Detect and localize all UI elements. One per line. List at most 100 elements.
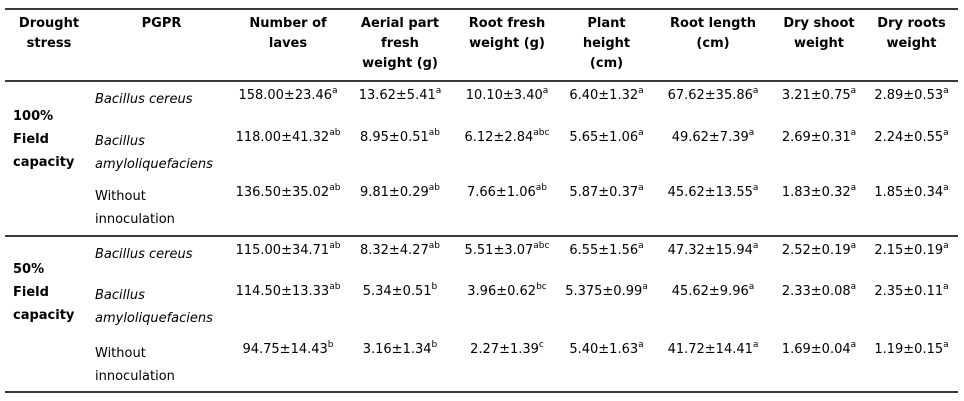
significance-letter: a — [850, 85, 857, 96]
table-cell: 9.81±0.29ab — [359, 182, 441, 200]
column-header-pgpr: PGPR — [141, 16, 182, 31]
column-header-drought-stress: Drought stress — [18, 16, 80, 51]
table-row: Bacillus amyloliquefaciens 118.00±41.32a… — [5, 124, 958, 179]
table-cell: 3.16±1.34b — [362, 339, 438, 357]
pgpr-name: Bacillus cereus — [95, 92, 193, 107]
table-cell: 1.85±0.34a — [874, 182, 949, 200]
significance-letter: a — [638, 182, 644, 193]
table-cell: 5.34±0.51b — [362, 281, 438, 299]
pgpr-name: Bacillus amyloliquefaciens — [95, 134, 213, 172]
table-cell: 6.12±2.84abc — [464, 127, 550, 145]
significance-letter: a — [542, 85, 549, 96]
significance-letter: ab — [329, 281, 341, 292]
significance-letter: a — [332, 85, 338, 96]
significance-letter: a — [943, 339, 949, 350]
column-header-dry-roots-weight: Dry roots weight — [877, 16, 946, 51]
significance-letter: ab — [428, 240, 441, 251]
significance-letter: a — [638, 339, 644, 350]
table-cell: 5.87±0.37a — [569, 182, 644, 200]
significance-letter: a — [943, 281, 949, 292]
significance-letter: b — [327, 339, 334, 350]
table-cell: 7.66±1.06ab — [466, 182, 548, 200]
significance-letter: a — [638, 85, 644, 96]
significance-letter: ab — [428, 182, 441, 193]
significance-letter: a — [943, 240, 949, 251]
table-cell: 8.32±4.27ab — [359, 240, 441, 258]
header-row: Drought stress PGPR Number of laves Aeri… — [5, 9, 958, 81]
table-cell: 2.15±0.19a — [874, 240, 949, 258]
column-header-root-fresh-weight: Root fresh weight (g) — [468, 16, 546, 51]
table-cell: 13.62±5.41a — [358, 85, 442, 103]
table-cell: 1.83±0.32a — [781, 182, 857, 200]
column-header-plant-height: Plant height (cm) — [582, 16, 631, 71]
table-row: 50% Field capacity Bacillus cereus 115.0… — [5, 236, 958, 323]
significance-letter: a — [748, 281, 755, 292]
table-row: Without innoculation 136.50±35.02ab 9.81… — [5, 179, 958, 236]
table-cell: 2.69±0.31a — [781, 127, 857, 145]
column-header-root-length: Root length (cm) — [670, 16, 756, 51]
significance-letter: ab — [535, 182, 548, 193]
table-header: Drought stress PGPR Number of laves Aeri… — [5, 9, 958, 81]
drought-stress-group-label: 100% Field capacity — [13, 109, 75, 170]
significance-letter: a — [752, 240, 759, 251]
table-cell: 115.00±34.71ab — [235, 240, 341, 258]
significance-letter: abc — [533, 240, 550, 251]
significance-letter: ab — [329, 127, 341, 138]
significance-letter: ab — [428, 127, 441, 138]
table-cell: 45.62±9.96a — [671, 281, 755, 299]
table-cell: 5.40±1.63a — [569, 339, 644, 357]
significance-letter: b — [431, 339, 438, 350]
table-cell: 3.21±0.75a — [781, 85, 857, 103]
significance-letter: a — [850, 240, 857, 251]
pgpr-name: Bacillus amyloliquefaciens — [95, 288, 213, 326]
table-cell: 118.00±41.32ab — [235, 127, 341, 145]
significance-letter: a — [752, 182, 759, 193]
column-header-number-of-laves: Number of laves — [249, 16, 327, 51]
table-cell: 5.51±3.07abc — [464, 240, 550, 258]
table-cell: 5.375±0.99a — [565, 281, 648, 299]
significance-letter: a — [642, 281, 648, 292]
significance-letter: a — [748, 127, 755, 138]
significance-letter: a — [943, 182, 949, 193]
table-cell: 2.89±0.53a — [874, 85, 949, 103]
drought-pgpr-results-table: Drought stress PGPR Number of laves Aeri… — [5, 8, 958, 393]
column-header-dry-shoot-weight: Dry shoot weight — [783, 16, 855, 51]
table-cell: 2.27±1.39c — [470, 339, 544, 357]
significance-letter: a — [752, 339, 759, 350]
significance-letter: a — [850, 127, 857, 138]
table-cell: 6.40±1.32a — [569, 85, 644, 103]
table-cell: 3.96±0.62bc — [467, 281, 547, 299]
table-cell: 6.55±1.56a — [569, 240, 644, 258]
significance-letter: ab — [329, 182, 341, 193]
significance-letter: a — [943, 85, 949, 96]
table-cell: 2.33±0.08a — [781, 281, 857, 299]
table-cell: 45.62±13.55a — [667, 182, 759, 200]
table-cell: 94.75±14.43b — [242, 339, 334, 357]
significance-letter: c — [538, 339, 544, 350]
table-cell: 5.65±1.06a — [569, 127, 644, 145]
table-cell: 47.32±15.94a — [667, 240, 759, 258]
section-100-field-capacity: 100% Field capacity Bacillus cereus 158.… — [5, 81, 958, 236]
table-cell: 2.52±0.19a — [781, 240, 857, 258]
significance-letter: bc — [536, 281, 547, 292]
table-cell: 2.24±0.55a — [874, 127, 949, 145]
table-cell: 114.50±13.33ab — [235, 281, 341, 299]
table-cell: 41.72±14.41a — [667, 339, 759, 357]
pgpr-name: Bacillus cereus — [95, 247, 193, 262]
significance-letter: abc — [533, 127, 550, 138]
significance-letter: a — [943, 127, 949, 138]
table-cell: 67.62±35.86a — [667, 85, 759, 103]
significance-letter: b — [431, 281, 438, 292]
significance-letter: a — [435, 85, 442, 96]
table-cell: 1.69±0.04a — [781, 339, 857, 357]
table-cell: 8.95±0.51ab — [359, 127, 441, 145]
significance-letter: a — [752, 85, 759, 96]
significance-letter: a — [638, 127, 644, 138]
significance-letter: a — [850, 182, 857, 193]
significance-letter: a — [638, 240, 644, 251]
pgpr-name: Without innoculation — [95, 189, 175, 227]
drought-stress-group-label: 50% Field capacity — [13, 262, 75, 323]
table-cell: 10.10±3.40a — [465, 85, 549, 103]
significance-letter: a — [850, 281, 857, 292]
